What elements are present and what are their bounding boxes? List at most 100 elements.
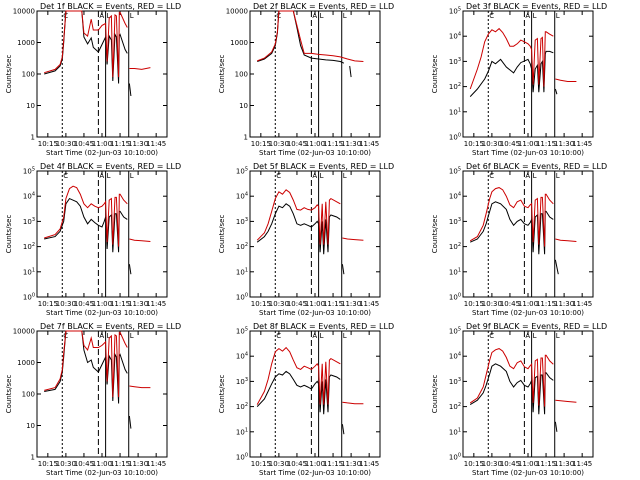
x-axis-label: Start Time (02-Jun-03 10:10:00) <box>259 149 371 157</box>
x-tick-label: 11:00 <box>518 460 538 468</box>
y-tick-label: 104 <box>23 192 35 201</box>
x-tick-label: 10:45 <box>287 300 307 308</box>
time-marker-label: C <box>276 172 281 180</box>
detector-chart-5f: Det 5f BLACK = Events, RED = LLD 100 101 10… <box>218 162 394 317</box>
time-marker-label: A <box>312 12 317 20</box>
chart-title: Det 5f BLACK = Events, RED = LLD <box>253 162 394 171</box>
x-tick-label: 11:45 <box>146 300 166 308</box>
y-tick-label: 100 <box>236 453 248 462</box>
y-axis-label: Counts/sec <box>431 215 439 254</box>
y-axis-label: Counts/sec <box>218 55 226 94</box>
plot-frame <box>249 330 381 458</box>
series-events-post <box>341 264 345 275</box>
y-tick-label: 100 <box>23 293 35 302</box>
y-tick-label: 103 <box>23 217 35 226</box>
x-tick-label: 10:45 <box>500 300 520 308</box>
y-tick-label: 105 <box>236 167 248 176</box>
x-tick-label: 10:30 <box>56 300 76 308</box>
plot-frame <box>462 170 594 298</box>
plot-frame <box>249 10 381 138</box>
time-marker-label: L <box>533 172 537 180</box>
y-tick-label: 102 <box>449 402 461 411</box>
chart-title: Det 1f BLACK = Events, RED = LLD <box>40 2 181 11</box>
series-events <box>256 203 341 255</box>
plot-frame <box>36 170 168 298</box>
series-events <box>257 10 345 64</box>
x-tick-label: 10:30 <box>269 460 289 468</box>
y-tick-label: 101 <box>449 107 461 116</box>
time-marker-label: L <box>556 332 560 340</box>
y-tick-label: 1 <box>31 454 35 462</box>
y-tick-label: 10 <box>26 422 35 430</box>
detector-chart-4f: Det 4f BLACK = Events, RED = LLD 100 101 10… <box>5 162 181 317</box>
x-tick-label: 10:15 <box>38 300 58 308</box>
y-tick-label: 104 <box>449 192 461 201</box>
detector-chart-9f: Det 9f BLACK = Events, RED = LLD 100 101 10… <box>431 322 607 477</box>
x-tick-label: 10:30 <box>269 300 289 308</box>
series-lld <box>44 330 128 398</box>
detector-chart-6f: Det 6f BLACK = Events, RED = LLD 100 101 10… <box>431 162 607 317</box>
y-tick-label: 100 <box>449 453 461 462</box>
x-tick-label: 10:15 <box>38 140 58 148</box>
x-tick-label: 11:45 <box>572 300 592 308</box>
y-tick-label: 101 <box>449 267 461 276</box>
y-tick-label: 101 <box>23 267 35 276</box>
x-tick-label: 11:45 <box>359 460 379 468</box>
y-tick-label: 102 <box>236 402 248 411</box>
series-lld-post <box>129 67 151 70</box>
chart-title: Det 2f BLACK = Events, RED = LLD <box>253 2 394 11</box>
series-lld-post <box>555 238 577 242</box>
series-lld <box>469 348 554 407</box>
x-tick-label: 11:30 <box>128 460 148 468</box>
y-axis-label: Counts/sec <box>5 375 13 414</box>
series-events-post <box>341 424 345 435</box>
time-marker-label: L <box>107 12 111 20</box>
x-tick-label: 11:30 <box>341 460 361 468</box>
series-events-post <box>554 421 558 432</box>
x-tick-label: 10:45 <box>74 140 94 148</box>
time-marker-label: A <box>525 332 530 340</box>
y-tick-label: 100 <box>449 293 461 302</box>
y-tick-label: 102 <box>449 242 461 251</box>
detector-chart-2f: Det 2f BLACK = Events, RED = LLD 1 10 100 10… <box>218 2 394 157</box>
x-tick-label: 10:30 <box>482 460 502 468</box>
chart-title: Det 7f BLACK = Events, RED = LLD <box>40 322 181 331</box>
series-lld-post <box>342 401 364 405</box>
series-lld <box>257 10 364 62</box>
series-events-post <box>349 65 352 78</box>
x-tick-label: 11:15 <box>323 300 343 308</box>
x-tick-label: 11:45 <box>359 140 379 148</box>
y-tick-label: 104 <box>236 352 248 361</box>
time-marker-label: L <box>320 172 324 180</box>
y-tick-label: 103 <box>449 377 461 386</box>
chart-title: Det 3f BLACK = Events, RED = LLD <box>466 2 607 11</box>
series-lld <box>44 185 128 247</box>
series-events <box>469 50 554 97</box>
x-tick-label: 10:45 <box>287 140 307 148</box>
series-events-post <box>128 83 132 97</box>
x-tick-label: 10:30 <box>56 140 76 148</box>
x-tick-label: 11:30 <box>554 140 574 148</box>
series-events-post <box>554 88 558 95</box>
y-axis-label: Counts/sec <box>218 215 226 254</box>
time-marker-label: L <box>320 12 324 20</box>
x-tick-label: 11:15 <box>536 140 556 148</box>
x-tick-label: 11:00 <box>92 140 112 148</box>
time-marker-label: A <box>525 172 530 180</box>
x-axis-label: Start Time (02-Jun-03 10:10:00) <box>259 469 371 477</box>
time-marker-label: L <box>107 172 111 180</box>
x-tick-label: 11:30 <box>341 140 361 148</box>
time-marker-label: A <box>312 332 317 340</box>
series-lld-post <box>555 78 577 82</box>
detector-chart-7f: Det 7f BLACK = Events, RED = LLD 1 10 100 10… <box>5 322 181 477</box>
time-marker-label: C <box>489 12 494 20</box>
y-tick-label: 1000 <box>17 359 35 367</box>
y-axis-label: Counts/sec <box>218 375 226 414</box>
time-marker-label: C <box>63 172 68 180</box>
x-tick-label: 10:45 <box>500 460 520 468</box>
detector-chart-3f: Det 3f BLACK = Events, RED = LLD 100 101 10… <box>431 2 607 157</box>
y-tick-label: 102 <box>23 242 35 251</box>
chart-title: Det 9f BLACK = Events, RED = LLD <box>466 322 607 331</box>
x-tick-label: 10:15 <box>38 460 58 468</box>
y-tick-label: 101 <box>236 427 248 436</box>
